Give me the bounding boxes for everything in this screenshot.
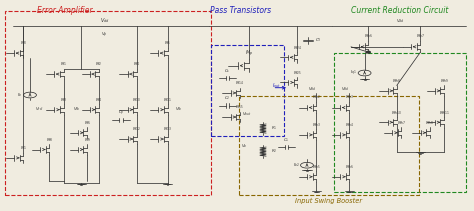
Circle shape <box>366 51 370 53</box>
Text: $I_{b2}$: $I_{b2}$ <box>292 161 299 169</box>
Text: $V_{fb}$: $V_{fb}$ <box>73 106 80 114</box>
Text: $M_{n6}$: $M_{n6}$ <box>345 164 354 171</box>
Text: $M_{10}$: $M_{10}$ <box>132 96 141 104</box>
Text: $C_3$: $C_3$ <box>316 37 322 44</box>
Text: $M_{n4}$: $M_{n4}$ <box>345 122 354 129</box>
Text: $M_{p7}$: $M_{p7}$ <box>416 32 425 41</box>
Text: $M_{25}$: $M_{25}$ <box>293 69 302 77</box>
Text: $M_6$: $M_6$ <box>83 119 91 127</box>
Text: $V_{b}$: $V_{b}$ <box>241 143 248 150</box>
Text: $M_4$: $M_4$ <box>95 96 103 104</box>
Text: $M_{p2}$: $M_{p2}$ <box>312 93 321 102</box>
Text: $M_{24}$: $M_{24}$ <box>293 44 302 51</box>
Bar <box>5 11 211 195</box>
Text: $M_{14}$: $M_{14}$ <box>235 80 245 87</box>
Text: $M_{n10}$: $M_{n10}$ <box>392 109 402 116</box>
Text: $M_{11}$: $M_{11}$ <box>163 96 172 104</box>
Text: $C_2$: $C_2$ <box>224 95 231 103</box>
Text: $V_{ref}$: $V_{ref}$ <box>36 106 45 114</box>
Text: $M_p$: $M_p$ <box>245 49 253 59</box>
Text: $V_{fb}$: $V_{fb}$ <box>175 106 182 114</box>
Text: $V_{dd}$: $V_{dd}$ <box>396 17 404 25</box>
Bar <box>334 53 466 192</box>
Text: $R_1$: $R_1$ <box>271 125 277 132</box>
Text: $I_{q1}$: $I_{q1}$ <box>350 69 357 77</box>
Bar <box>239 96 419 195</box>
Text: $M_8$: $M_8$ <box>46 136 53 144</box>
Text: Pass Transistors: Pass Transistors <box>210 6 271 15</box>
Bar <box>211 45 284 136</box>
Text: Current Reduction Circuit: Current Reduction Circuit <box>351 6 449 15</box>
Text: $M_{n8}$: $M_{n8}$ <box>425 119 434 127</box>
Text: $M_{n8}$: $M_{n8}$ <box>392 77 401 85</box>
Text: $M_{n11}$: $M_{n11}$ <box>438 109 449 116</box>
Text: $M_2$: $M_2$ <box>95 61 102 68</box>
Text: $M_{n9}$: $M_{n9}$ <box>439 77 448 85</box>
Text: $M_{12}$: $M_{12}$ <box>132 126 141 133</box>
Text: $V_{dd}$: $V_{dd}$ <box>309 85 317 93</box>
Text: $M_{n7}$: $M_{n7}$ <box>397 119 406 127</box>
Text: $M_9$: $M_9$ <box>83 136 91 144</box>
Text: $V_{out}$: $V_{out}$ <box>242 110 252 118</box>
Text: $V_p$: $V_p$ <box>101 30 108 39</box>
Text: $I_b$: $I_b$ <box>18 91 22 99</box>
Text: $M_{13}$: $M_{13}$ <box>163 126 172 133</box>
Text: $M_4$: $M_4$ <box>133 61 140 68</box>
Text: $C_1$: $C_1$ <box>283 137 290 144</box>
Text: $V_{dd}$: $V_{dd}$ <box>341 85 350 93</box>
Text: $C_p$: $C_p$ <box>118 109 125 118</box>
Text: $M_1$: $M_1$ <box>20 145 27 152</box>
Text: $M_5$: $M_5$ <box>164 40 171 47</box>
Text: Error Amplifier: Error Amplifier <box>36 6 92 15</box>
Text: $M_{n5}$: $M_{n5}$ <box>312 164 321 171</box>
Text: Input Swing Booster: Input Swing Booster <box>295 198 362 204</box>
Text: $M_{15}$: $M_{15}$ <box>236 104 244 111</box>
Text: $C_s$: $C_s$ <box>224 68 231 75</box>
Text: $M_3$: $M_3$ <box>60 96 67 104</box>
Text: $M_{p3}$: $M_{p3}$ <box>345 93 354 102</box>
Text: $M_0$: $M_0$ <box>20 40 27 47</box>
Text: $R_2$: $R_2$ <box>271 148 277 156</box>
Text: $M_{n3}$: $M_{n3}$ <box>312 122 321 129</box>
Text: $I_{out}$: $I_{out}$ <box>273 81 282 90</box>
Text: $V_{dd}$: $V_{dd}$ <box>100 16 109 25</box>
Text: $M_1$: $M_1$ <box>60 61 67 68</box>
Text: $M_{p6}$: $M_{p6}$ <box>364 32 373 41</box>
